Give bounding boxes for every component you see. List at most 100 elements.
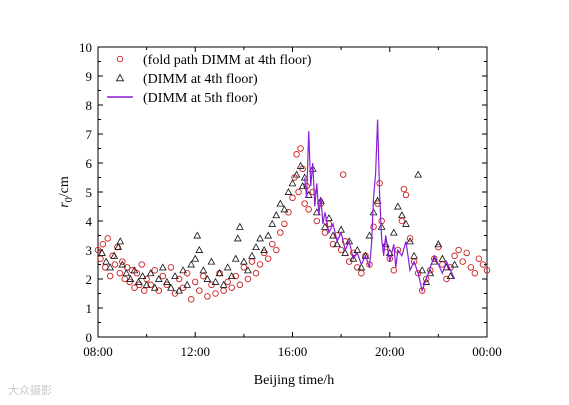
data-point-triangle xyxy=(110,251,119,259)
data-point-triangle xyxy=(373,196,382,204)
data-point-triangle xyxy=(233,234,242,242)
data-point-triangle xyxy=(227,272,236,280)
data-point-triangle xyxy=(163,277,171,285)
data-point-triangle xyxy=(349,254,358,262)
data-point-circle xyxy=(236,281,244,289)
data-point-triangle xyxy=(361,251,370,259)
data-point-triangle xyxy=(191,254,200,262)
data-point-circle xyxy=(151,267,158,274)
data-point-triangle xyxy=(195,245,204,253)
data-point-triangle xyxy=(154,274,163,282)
y-axis-label-main: r xyxy=(57,202,72,208)
data-point-triangle xyxy=(167,283,175,291)
data-point-triangle xyxy=(223,263,232,271)
data-point-circle xyxy=(200,272,207,280)
data-point-circle xyxy=(479,261,487,268)
data-point-circle xyxy=(116,269,124,277)
data-point-circle xyxy=(252,269,260,277)
data-point-circle xyxy=(297,145,304,152)
data-point-circle xyxy=(418,287,426,294)
data-point-circle xyxy=(131,284,138,291)
data-point-circle xyxy=(463,249,470,257)
data-point-triangle xyxy=(207,257,216,265)
data-point-circle xyxy=(313,217,321,225)
data-point-circle xyxy=(119,258,126,265)
svg-text:r0/cm: r0/cm xyxy=(57,176,75,208)
data-point-triangle xyxy=(357,263,366,271)
data-point-circle xyxy=(191,278,199,286)
data-point-circle xyxy=(341,238,349,245)
data-point-circle xyxy=(99,240,107,248)
x-tick-label: 00:00 xyxy=(472,344,502,359)
y-tick-label: 9 xyxy=(86,69,93,84)
data-point-circle xyxy=(121,275,128,283)
data-point-triangle xyxy=(321,222,329,230)
data-point-triangle xyxy=(122,269,131,277)
legend-marker-triangle xyxy=(115,73,125,82)
data-point-circle xyxy=(204,293,211,300)
data-point-circle xyxy=(293,151,300,158)
data-point-circle xyxy=(244,275,252,283)
data-point-circle xyxy=(187,296,195,303)
y-axis-label-subscript: 0 xyxy=(64,197,75,202)
y-tick-label: 2 xyxy=(86,272,93,287)
data-point-circle xyxy=(97,255,104,262)
series-2 xyxy=(304,119,456,293)
data-point-circle xyxy=(295,188,302,196)
data-point-triangle xyxy=(102,257,110,265)
data-point-triangle xyxy=(325,214,333,222)
data-point-circle xyxy=(305,206,312,213)
data-point-circle xyxy=(471,269,479,277)
data-point-triangle xyxy=(268,219,277,227)
data-point-circle xyxy=(475,255,483,262)
data-point-circle xyxy=(451,252,458,260)
data-point-circle xyxy=(228,284,235,291)
data-point-circle xyxy=(422,275,430,283)
data-point-triangle xyxy=(260,245,269,253)
data-point-circle xyxy=(398,217,406,225)
data-point-circle xyxy=(321,229,329,236)
legend-marker-circle xyxy=(116,55,124,63)
data-point-circle xyxy=(277,229,284,236)
x-tick-label: 08:00 xyxy=(83,344,113,359)
data-point-triangle xyxy=(231,254,240,262)
data-point-triangle xyxy=(98,248,106,256)
y-tick-label: 7 xyxy=(86,127,93,142)
data-point-triangle xyxy=(187,260,196,268)
legend-entry-label: (fold path DIMM at 4th floor) xyxy=(143,53,312,68)
data-point-triangle xyxy=(179,266,187,274)
data-point-circle xyxy=(232,272,240,280)
data-point-circle xyxy=(220,287,227,294)
data-point-triangle xyxy=(252,243,260,251)
data-point-triangle xyxy=(406,237,414,245)
data-point-circle xyxy=(256,261,264,268)
data-point-triangle xyxy=(248,251,256,259)
series-layer xyxy=(94,119,491,303)
data-point-triangle xyxy=(280,205,289,213)
data-point-triangle xyxy=(193,231,202,239)
data-point-circle xyxy=(467,264,475,271)
data-point-triangle xyxy=(365,231,374,239)
data-point-circle xyxy=(106,272,114,280)
data-point-triangle xyxy=(341,248,350,256)
y-axis-label-unit: /cm xyxy=(57,176,72,197)
data-point-triangle xyxy=(106,263,115,271)
data-point-triangle xyxy=(298,182,307,190)
data-point-circle xyxy=(354,264,361,271)
data-point-circle xyxy=(212,290,219,297)
y-axis-ticks: 0 1 2 3 4 5 6 7 8 9 10 xyxy=(79,40,487,345)
data-point-circle xyxy=(268,240,276,248)
data-point-triangle xyxy=(422,277,431,285)
data-point-circle xyxy=(94,246,102,254)
data-point-triangle xyxy=(215,269,224,277)
data-point-circle xyxy=(402,191,410,199)
data-point-circle xyxy=(196,287,203,294)
data-point-triangle xyxy=(284,187,293,195)
data-point-triangle xyxy=(235,222,244,230)
data-point-triangle xyxy=(211,277,220,285)
legend-entry-label: (DIMM at 4th floor) xyxy=(143,72,258,87)
data-point-circle xyxy=(301,200,308,207)
data-point-circle xyxy=(147,281,154,289)
data-point-triangle xyxy=(199,266,208,274)
